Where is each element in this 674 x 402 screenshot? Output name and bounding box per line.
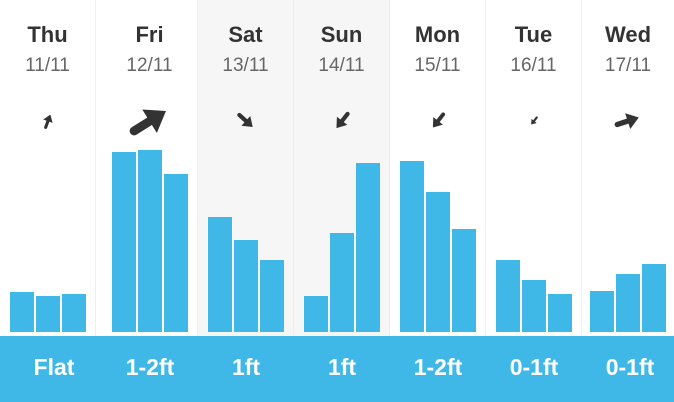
- wave-height-bar: [452, 229, 476, 332]
- wave-height-bars: [198, 0, 293, 336]
- day-date: 17/11: [604, 55, 652, 76]
- surf-size-label: 0-1ft: [509, 354, 559, 380]
- wave-height-bar: [590, 291, 614, 332]
- day-name: Sun: [320, 22, 363, 47]
- day-column[interactable]: Thu 11/11: [0, 0, 96, 336]
- wave-height-bar: [400, 161, 424, 332]
- wave-height-bar: [548, 294, 572, 332]
- day-column[interactable]: Sat 13/11: [198, 0, 294, 336]
- wave-height-bar: [208, 217, 232, 332]
- day-name: Wed: [604, 22, 652, 47]
- wave-height-bar: [62, 294, 86, 332]
- day-name: Thu: [27, 22, 68, 47]
- wave-height-bar: [304, 296, 328, 332]
- wave-height-bar: [260, 260, 284, 332]
- wave-height-bar: [330, 233, 354, 332]
- wave-height-bar: [234, 240, 258, 332]
- day-column[interactable]: Sun 14/11: [294, 0, 390, 336]
- surf-size-label: 1-2ft: [413, 354, 463, 380]
- day-date: 13/11: [222, 55, 269, 76]
- wave-height-bar: [164, 174, 188, 332]
- day-date: 16/11: [510, 55, 557, 76]
- wave-height-bars: [0, 0, 95, 336]
- wave-height-bar: [642, 264, 666, 332]
- day-name: Sat: [228, 22, 263, 47]
- day-name: Fri: [135, 22, 164, 47]
- wave-height-bar: [616, 274, 640, 332]
- surf-size-label: 1ft: [231, 354, 261, 380]
- day-date: 14/11: [318, 55, 365, 76]
- day-name: Tue: [514, 22, 553, 47]
- day-column[interactable]: Wed 17/11: [582, 0, 674, 336]
- wave-height-bars: [294, 0, 389, 336]
- wave-height-bar: [138, 150, 162, 332]
- wave-height-bar: [496, 260, 520, 332]
- wave-height-bar: [426, 192, 450, 332]
- day-date: 15/11: [414, 55, 461, 76]
- day-date: 11/11: [25, 55, 70, 76]
- surf-size-label: Flat: [33, 354, 75, 380]
- wave-height-bar: [356, 163, 380, 332]
- wave-height-bar: [522, 280, 546, 332]
- wave-height-bars: [390, 0, 485, 336]
- day-column[interactable]: Mon 15/11: [390, 0, 486, 336]
- wave-height-bars: [582, 0, 674, 336]
- day-column[interactable]: Tue 16/11: [486, 0, 582, 336]
- wave-height-bar: [112, 152, 136, 332]
- day-date: 12/11: [126, 55, 173, 76]
- wave-height-bar: [10, 292, 34, 332]
- day-name: Mon: [414, 22, 461, 47]
- wave-height-bar: [36, 296, 60, 332]
- surf-size-bar: [0, 336, 674, 402]
- surf-size-label: 1-2ft: [125, 354, 175, 380]
- wave-height-bars: [486, 0, 581, 336]
- surf-size-label: 1ft: [327, 354, 357, 380]
- surf-size-label: 0-1ft: [605, 354, 655, 380]
- wave-height-bars: [102, 0, 197, 336]
- day-column[interactable]: Fri 12/11: [102, 0, 198, 336]
